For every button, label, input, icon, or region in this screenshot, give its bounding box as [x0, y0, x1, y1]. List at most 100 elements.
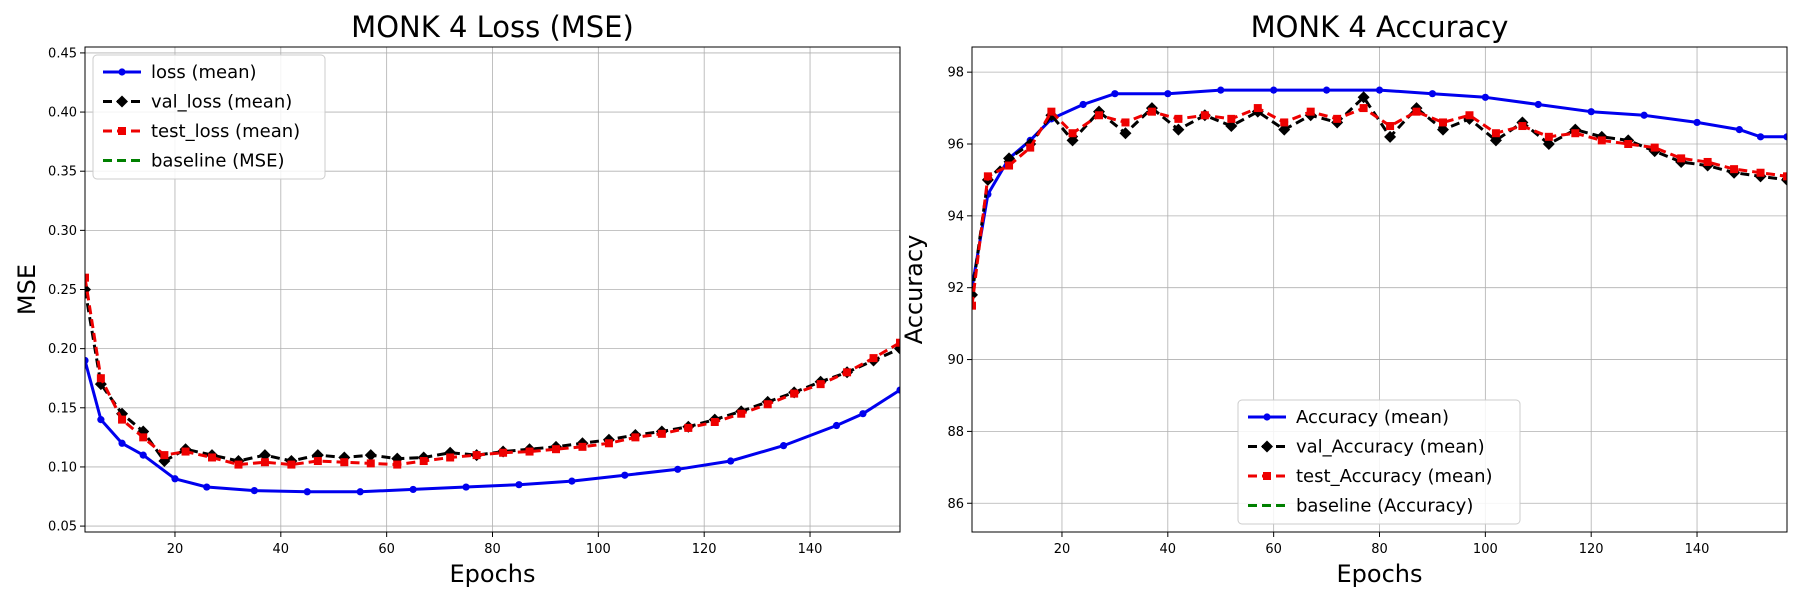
data-point-test	[1005, 161, 1014, 170]
data-point-test	[631, 433, 640, 442]
data-point-test	[1147, 107, 1156, 116]
data-point-val	[1278, 123, 1291, 136]
legend-label-test: test_loss (mean)	[151, 121, 300, 142]
data-point-test	[313, 457, 322, 466]
data-point-test	[1306, 107, 1315, 116]
data-point-val	[1384, 130, 1397, 143]
y-tick-label: 0.45	[48, 46, 77, 61]
legend-box	[1237, 399, 1521, 525]
data-point-test	[1174, 114, 1183, 123]
data-point-loss	[171, 475, 179, 483]
data-point-loss	[1481, 93, 1489, 101]
data-point-test	[1783, 172, 1787, 181]
data-point-loss	[896, 386, 900, 394]
data-point-loss	[621, 471, 629, 479]
data-point-loss	[1735, 126, 1743, 134]
data-point-test	[472, 451, 481, 460]
data-point-test	[139, 433, 148, 442]
legend: loss (mean) val_loss (mean) test_loss (mea…	[92, 54, 326, 180]
data-point-test	[1121, 118, 1130, 127]
data-point-test	[737, 409, 746, 418]
y-tick-label: 0.10	[48, 460, 77, 475]
legend: Accuracy (mean) val_Accuracy (mean) test_A…	[1237, 399, 1521, 525]
data-point-test	[604, 439, 613, 448]
y-tick-label: 86	[947, 497, 964, 512]
y-tick-label: 0.40	[48, 106, 77, 121]
data-point-test	[1412, 107, 1421, 116]
y-tick-label: 88	[947, 425, 964, 440]
data-point-test	[896, 338, 900, 347]
legend-marker-loss	[1263, 413, 1271, 421]
accuracy-chart-panel: 20 40 60 80 100 120 140 86 88 90 92 94 96 98 MONK 4 Ac…	[900, 10, 1788, 588]
data-point-test	[816, 380, 825, 389]
data-point-test	[160, 451, 169, 460]
data-point-test	[1047, 107, 1056, 116]
series-group	[85, 273, 900, 496]
data-point-test	[1571, 129, 1580, 138]
x-tick-label: 120	[692, 542, 717, 557]
data-point-loss	[118, 439, 126, 447]
data-point-loss	[1783, 133, 1787, 141]
data-point-loss	[250, 486, 258, 495]
data-point-loss	[139, 451, 147, 459]
data-point-test	[1227, 114, 1236, 123]
data-point-test	[869, 354, 878, 363]
data-point-test	[181, 447, 190, 456]
data-point-test	[1465, 111, 1474, 120]
data-point-test	[1359, 104, 1368, 113]
data-point-loss	[409, 485, 417, 494]
data-point-test	[1068, 129, 1077, 138]
data-point-test	[1095, 111, 1104, 120]
data-point-test	[1677, 154, 1686, 163]
data-point-test	[287, 460, 296, 469]
data-point-test	[208, 453, 217, 462]
x-tick-label: 40	[273, 542, 290, 557]
data-point-loss	[1217, 86, 1225, 94]
legend-label-val: val_Accuracy (mean)	[1296, 437, 1485, 458]
data-point-loss	[1079, 100, 1087, 109]
data-point-test	[1544, 132, 1553, 141]
x-tick-label: 80	[1371, 542, 1388, 557]
data-point-test	[552, 445, 561, 454]
data-point-loss	[727, 457, 735, 465]
data-point-test	[1333, 114, 1342, 123]
data-point-test	[843, 368, 852, 377]
data-point-test	[657, 429, 666, 438]
data-point-loss	[515, 481, 523, 489]
x-tick-label: 140	[1685, 542, 1710, 557]
data-point-val	[1225, 120, 1238, 133]
x-tick-label: 100	[586, 542, 611, 557]
legend-marker-test	[1263, 472, 1271, 480]
y-tick-label: 0.15	[48, 401, 77, 416]
data-point-test	[85, 273, 89, 282]
legend-marker-loss	[118, 68, 126, 76]
data-point-val	[1437, 123, 1450, 136]
data-point-loss	[462, 483, 470, 491]
y-tick-label: 0.25	[48, 283, 77, 298]
data-point-val	[1357, 91, 1370, 104]
y-tick-label: 0.05	[48, 520, 77, 535]
data-point-loss	[832, 421, 841, 430]
x-tick-label: 140	[798, 542, 823, 557]
legend-label-test: test_Accuracy (mean)	[1296, 466, 1493, 487]
legend-label-loss: Accuracy (mean)	[1296, 407, 1449, 428]
y-tick-label: 0.35	[48, 165, 77, 180]
data-point-test	[1730, 165, 1739, 174]
data-point-loss	[1270, 86, 1278, 94]
data-point-test	[1703, 157, 1712, 166]
y-tick-label: 96	[947, 138, 964, 153]
legend-marker-val	[116, 95, 128, 108]
y-tick-label: 90	[947, 353, 964, 368]
data-point-loss	[1640, 111, 1648, 119]
data-point-val	[1489, 134, 1502, 147]
data-point-loss	[1428, 90, 1437, 98]
data-point-test	[340, 458, 349, 467]
y-tick-label: 94	[947, 209, 964, 224]
loss-chart-panel: 20 40 60 80 100 120 140 0.05 0.10 0.15 0.20 0.25 0.3…	[13, 10, 901, 588]
data-point-loss	[97, 416, 105, 424]
data-point-loss	[1693, 118, 1701, 127]
chart-title: MONK 4 Accuracy	[1251, 10, 1509, 44]
y-tick-label: 98	[947, 66, 964, 81]
data-point-test	[260, 458, 269, 467]
